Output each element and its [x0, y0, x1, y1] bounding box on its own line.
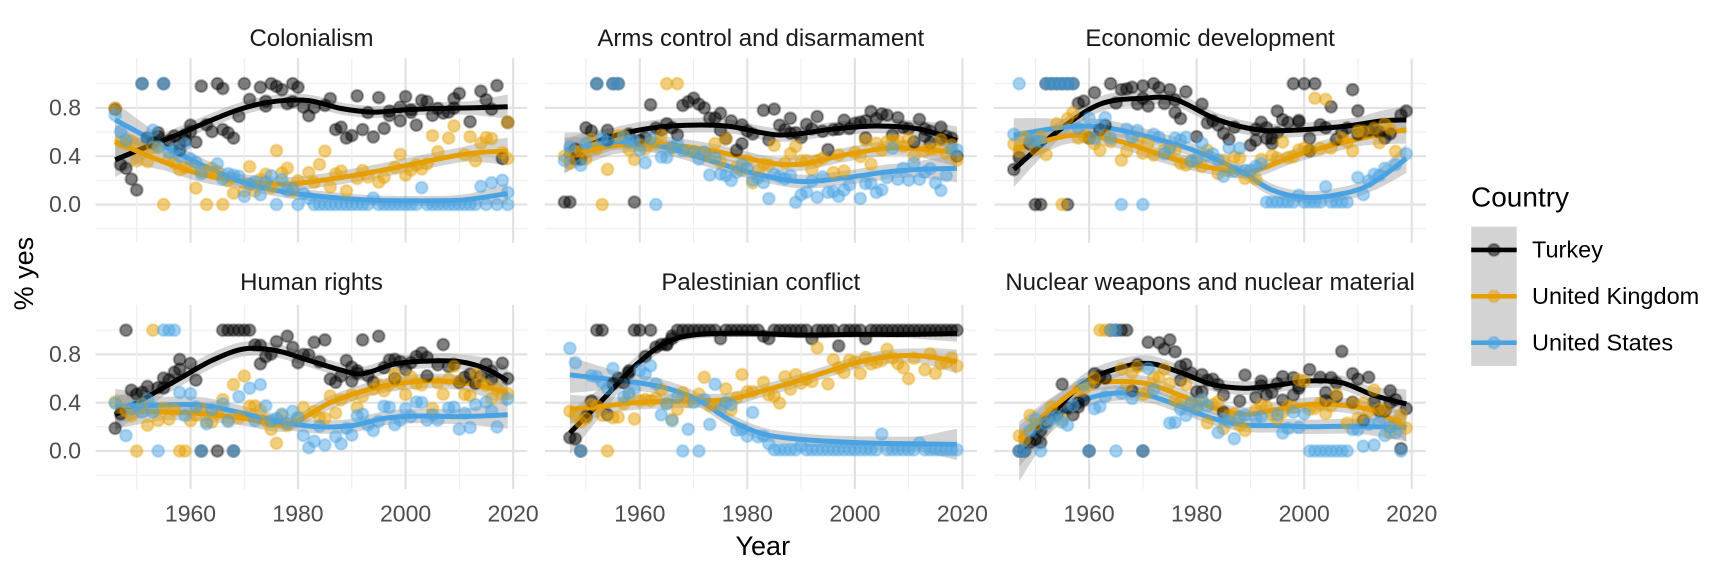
svg-text:0.0: 0.0: [49, 438, 81, 464]
svg-text:1980: 1980: [722, 501, 773, 527]
svg-text:United Kingdom: United Kingdom: [1532, 283, 1699, 309]
svg-text:United States: United States: [1532, 329, 1673, 355]
svg-text:2000: 2000: [1279, 501, 1330, 527]
svg-text:Nuclear weapons and nuclear ma: Nuclear weapons and nuclear material: [1005, 269, 1415, 296]
svg-text:2020: 2020: [937, 501, 988, 527]
svg-text:Colonialism: Colonialism: [249, 25, 373, 52]
svg-text:Arms control and disarmament: Arms control and disarmament: [597, 25, 924, 52]
svg-text:Palestinian conflict: Palestinian conflict: [661, 269, 860, 296]
svg-text:Country: Country: [1471, 182, 1569, 213]
svg-text:Year: Year: [736, 531, 791, 561]
svg-text:0.0: 0.0: [49, 191, 81, 217]
svg-text:% yes: % yes: [9, 237, 39, 311]
svg-text:2020: 2020: [488, 501, 539, 527]
svg-text:Turkey: Turkey: [1532, 237, 1603, 263]
svg-text:2000: 2000: [380, 501, 431, 527]
svg-text:0.4: 0.4: [49, 389, 81, 415]
svg-text:2020: 2020: [1386, 501, 1437, 527]
svg-text:Human rights: Human rights: [240, 269, 383, 296]
svg-text:1980: 1980: [272, 501, 323, 527]
svg-text:1960: 1960: [614, 501, 665, 527]
svg-text:1960: 1960: [1064, 501, 1115, 527]
svg-text:2000: 2000: [829, 501, 880, 527]
svg-text:0.8: 0.8: [49, 95, 81, 121]
svg-text:Economic development: Economic development: [1085, 25, 1335, 52]
svg-text:0.8: 0.8: [49, 341, 81, 367]
svg-text:0.4: 0.4: [49, 143, 81, 169]
svg-text:1960: 1960: [165, 501, 216, 527]
svg-text:1980: 1980: [1171, 501, 1222, 527]
